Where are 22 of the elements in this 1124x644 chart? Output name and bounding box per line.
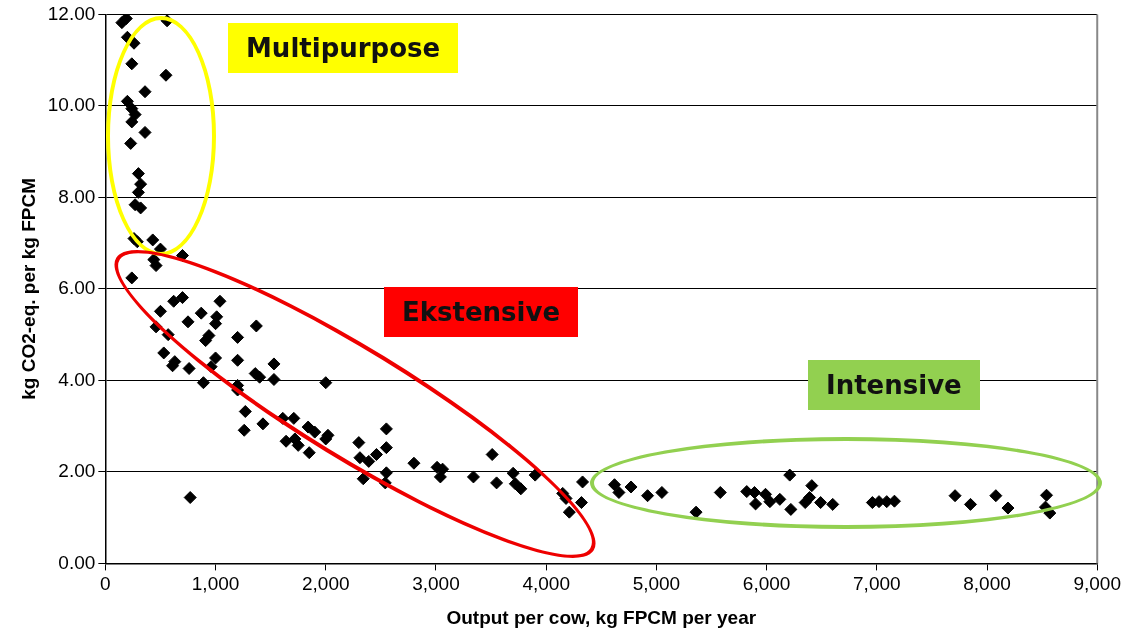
x-tick-label: 1,000 [191, 573, 240, 595]
x-axis-title: Output per cow, kg FPCM per year [446, 606, 757, 628]
x-tick-label: 6,000 [742, 573, 791, 595]
y-tick-label: 6.00 [58, 277, 96, 299]
x-tick-label: 2,000 [301, 573, 350, 595]
x-tick-label: 9,000 [1073, 573, 1121, 595]
y-tick-label: 8.00 [58, 185, 96, 207]
x-tick-label: 3,000 [412, 573, 460, 595]
y-tick-label: 0.00 [58, 551, 96, 573]
y-tick-label: 4.00 [58, 368, 96, 390]
x-tick-label: 5,000 [632, 573, 681, 595]
x-tick-label: 8,000 [963, 573, 1011, 595]
y-tick-label: 10.00 [47, 94, 96, 116]
annotation: Ekstensive [384, 287, 579, 337]
x-tick-label: 4,000 [522, 573, 570, 595]
y-tick-label: 12.00 [47, 2, 96, 24]
y-axis-title: kg CO2-eq. per kg FPCM [17, 178, 39, 400]
x-tick-label: 0 [100, 573, 111, 595]
annotation: Intensive [808, 360, 980, 410]
annotation: Multipurpose [228, 23, 459, 73]
x-tick-label: 7,000 [853, 573, 901, 595]
y-tick-label: 2.00 [58, 460, 96, 482]
